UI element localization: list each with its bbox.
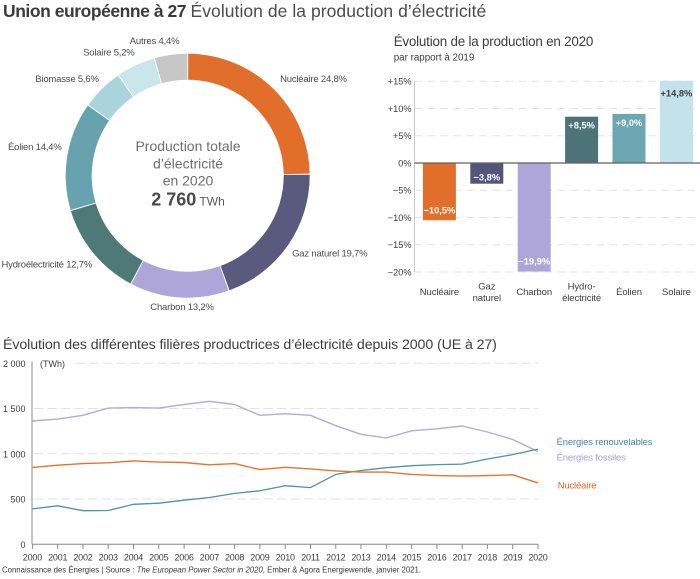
svg-text:+5%: +5% <box>393 131 412 141</box>
svg-text:Évolution des différentes fili: Évolution des différentes filières produ… <box>3 336 497 353</box>
svg-text:Autres 4,4%: Autres 4,4% <box>130 36 180 47</box>
svg-text:0%: 0% <box>398 158 411 168</box>
svg-text:2 760 TWh: 2 760 TWh <box>151 190 225 210</box>
svg-text:en 2020: en 2020 <box>163 173 214 189</box>
svg-text:2017: 2017 <box>453 553 472 563</box>
svg-text:Solaire: Solaire <box>662 287 691 298</box>
svg-text:d’électricité: d’électricité <box>153 155 223 171</box>
svg-text:Nucléaire: Nucléaire <box>420 287 459 298</box>
svg-text:2004: 2004 <box>124 553 143 563</box>
svg-text:2002: 2002 <box>73 553 92 563</box>
svg-text:2019: 2019 <box>503 553 522 563</box>
svg-text:+14,8%: +14,8% <box>661 88 694 98</box>
svg-text:−20%: −20% <box>388 267 412 277</box>
svg-text:2 000: 2 000 <box>3 359 26 369</box>
svg-text:par rapport à 2019: par rapport à 2019 <box>394 53 475 64</box>
svg-text:Nucléaire: Nucléaire <box>558 479 597 490</box>
svg-text:−5%: −5% <box>393 186 412 196</box>
svg-text:2003: 2003 <box>99 553 118 563</box>
svg-text:2018: 2018 <box>478 553 497 563</box>
svg-text:2007: 2007 <box>200 553 219 563</box>
svg-text:Hydro-: Hydro- <box>568 282 596 293</box>
svg-text:2006: 2006 <box>174 553 193 563</box>
svg-text:2014: 2014 <box>377 553 396 563</box>
svg-text:Solaire 5,2%: Solaire 5,2% <box>83 48 135 59</box>
svg-text:Hydroélectricité 12,7%: Hydroélectricité 12,7% <box>2 260 93 271</box>
svg-text:2009: 2009 <box>250 553 269 563</box>
svg-text:Connaissance des Énergies | So: Connaissance des Énergies | Source : The… <box>2 566 421 575</box>
svg-text:0: 0 <box>20 540 25 550</box>
svg-text:Gaz naturel 19,7%: Gaz naturel 19,7% <box>292 249 368 260</box>
svg-text:Union européenne à 27 Évolutio: Union européenne à 27 Évolution de la pr… <box>3 1 486 21</box>
svg-text:+10%: +10% <box>388 104 412 114</box>
svg-text:−10,5%: −10,5% <box>424 206 457 216</box>
svg-text:−3,8%: −3,8% <box>473 172 500 182</box>
svg-text:naturel: naturel <box>473 293 501 304</box>
svg-text:Éolien: Éolien <box>616 287 642 298</box>
svg-text:2010: 2010 <box>276 553 295 563</box>
svg-text:2001: 2001 <box>48 553 67 563</box>
svg-text:Évolution de la production en: Évolution de la production en 2020 <box>394 34 593 49</box>
svg-text:2020: 2020 <box>528 553 547 563</box>
svg-text:2008: 2008 <box>225 553 244 563</box>
svg-text:Éolien 14,4%: Éolien 14,4% <box>8 142 62 153</box>
svg-text:−15%: −15% <box>388 240 412 250</box>
svg-text:2000: 2000 <box>23 553 42 563</box>
svg-text:2016: 2016 <box>427 553 446 563</box>
svg-text:2011: 2011 <box>301 553 320 563</box>
svg-text:Gaz: Gaz <box>478 282 495 293</box>
svg-text:+15%: +15% <box>388 77 412 87</box>
svg-text:−19,9%: −19,9% <box>518 257 551 267</box>
svg-text:1 000: 1 000 <box>3 449 26 459</box>
svg-text:−10%: −10% <box>388 213 412 223</box>
svg-text:500: 500 <box>10 495 25 505</box>
svg-text:électricité: électricité <box>562 293 601 304</box>
svg-text:Production totale: Production totale <box>135 138 240 154</box>
svg-text:Biomasse 5,6%: Biomasse 5,6% <box>35 74 99 85</box>
svg-text:+8,5%: +8,5% <box>568 121 595 131</box>
svg-text:+9,0%: +9,0% <box>616 118 643 128</box>
svg-text:Charbon: Charbon <box>516 287 552 298</box>
svg-text:2013: 2013 <box>351 553 370 563</box>
svg-text:2015: 2015 <box>402 553 421 563</box>
svg-text:2005: 2005 <box>149 553 168 563</box>
svg-text:(TWh): (TWh) <box>40 359 65 369</box>
svg-text:2012: 2012 <box>326 553 345 563</box>
svg-text:1 500: 1 500 <box>3 404 26 414</box>
svg-text:Énergies renouvelables: Énergies renouvelables <box>557 436 653 447</box>
svg-text:Énergies fossiles: Énergies fossiles <box>557 451 627 462</box>
svg-text:Nucléaire 24,8%: Nucléaire 24,8% <box>280 74 347 85</box>
svg-text:Charbon 13,2%: Charbon 13,2% <box>150 302 214 313</box>
